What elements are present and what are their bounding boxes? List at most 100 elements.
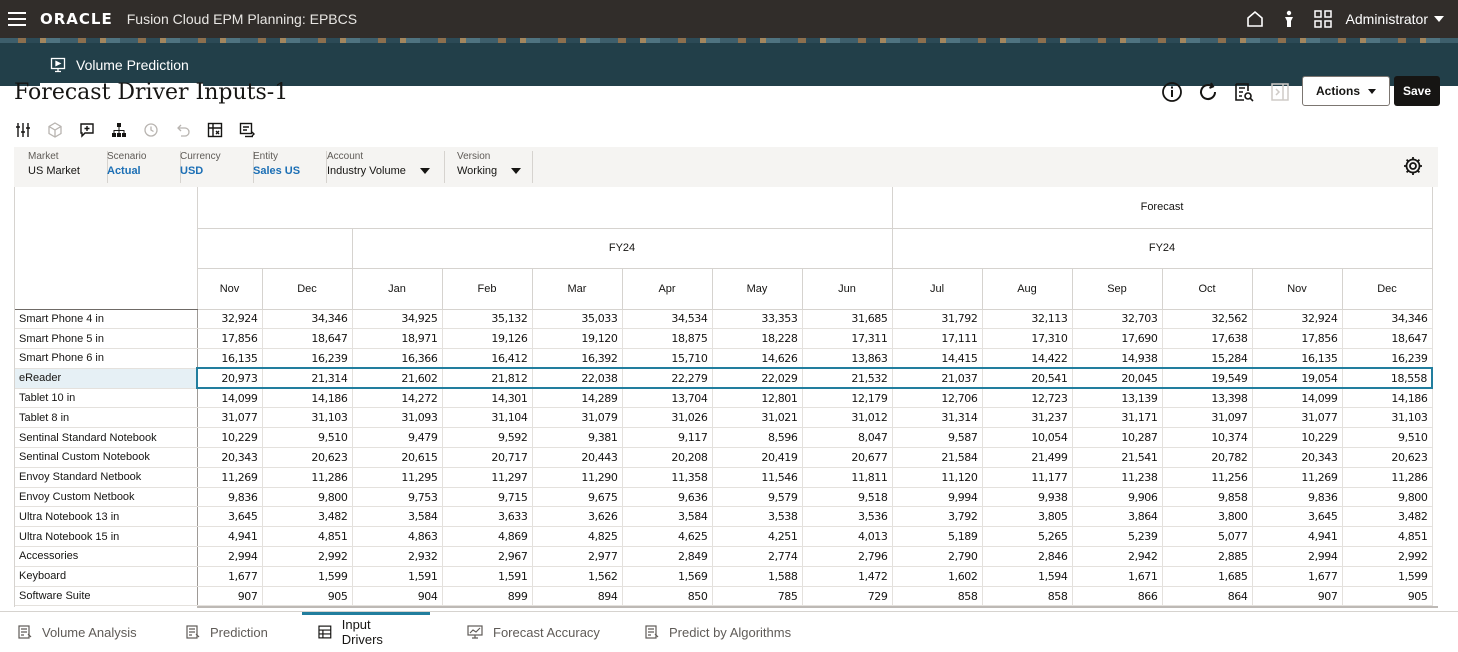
data-cell[interactable]: 894: [532, 586, 623, 607]
pov-market[interactable]: Market US Market: [28, 151, 108, 183]
data-cell[interactable]: 32,924: [197, 309, 263, 330]
data-cell[interactable]: 11,120: [892, 467, 983, 488]
pov-scenario[interactable]: Scenario Actual: [107, 151, 181, 183]
actions-button[interactable]: Actions: [1302, 76, 1390, 106]
data-cell[interactable]: 2,790: [892, 546, 983, 567]
data-cell[interactable]: 9,800: [1342, 487, 1433, 508]
data-cell[interactable]: 14,099: [197, 388, 263, 409]
pov-version[interactable]: Version Working: [457, 151, 533, 183]
data-cell[interactable]: 18,875: [622, 328, 713, 350]
data-cell[interactable]: 19,549: [1162, 367, 1253, 390]
data-cell[interactable]: 11,238: [1072, 467, 1163, 488]
data-cell[interactable]: 899: [442, 586, 533, 607]
data-cell[interactable]: 9,938: [982, 487, 1073, 508]
data-cell[interactable]: 20,419: [712, 447, 803, 468]
data-cell[interactable]: 17,638: [1162, 328, 1253, 350]
data-cell[interactable]: 21,037: [892, 367, 983, 390]
data-cell[interactable]: 14,415: [892, 348, 983, 369]
data-cell[interactable]: 2,994: [1252, 546, 1343, 567]
data-cell[interactable]: 18,558: [1342, 367, 1433, 390]
data-cell[interactable]: 31,171: [1072, 407, 1163, 429]
data-cell[interactable]: 12,723: [982, 388, 1073, 409]
data-cell[interactable]: 10,229: [197, 427, 263, 449]
row-member-label[interactable]: Sentinal Standard Notebook: [15, 427, 198, 449]
data-cell[interactable]: 4,013: [802, 526, 893, 548]
data-cell[interactable]: 850: [622, 586, 713, 607]
data-cell[interactable]: 2,967: [442, 546, 533, 567]
grid-apps-icon[interactable]: [1312, 8, 1334, 30]
data-cell[interactable]: 34,346: [1342, 309, 1433, 330]
data-cell[interactable]: 14,422: [982, 348, 1073, 369]
data-cell[interactable]: 1,602: [892, 566, 983, 587]
data-cell[interactable]: 1,594: [982, 566, 1073, 587]
info-icon[interactable]: [1160, 80, 1184, 104]
pov-account[interactable]: Account Industry Volume: [327, 151, 445, 183]
data-cell[interactable]: 14,289: [532, 388, 623, 409]
data-cell[interactable]: 12,706: [892, 388, 983, 409]
data-cell[interactable]: 866: [1072, 586, 1163, 607]
data-cell[interactable]: 907: [1252, 586, 1343, 607]
data-cell[interactable]: 2,796: [802, 546, 893, 567]
data-cell[interactable]: 31,103: [1342, 407, 1433, 429]
data-cell[interactable]: 2,846: [982, 546, 1073, 567]
data-cell[interactable]: 16,239: [262, 348, 353, 369]
data-cell[interactable]: 13,139: [1072, 388, 1163, 409]
navigator-person-icon[interactable]: [1278, 8, 1300, 30]
pov-dropdown[interactable]: Working: [457, 165, 522, 177]
data-cell[interactable]: 32,703: [1072, 309, 1163, 330]
data-cell[interactable]: 11,358: [622, 467, 713, 488]
data-cell[interactable]: 4,941: [197, 526, 263, 548]
data-cell[interactable]: 16,239: [1342, 348, 1433, 369]
data-cell[interactable]: 1,677: [1252, 566, 1343, 587]
hierarchy-icon[interactable]: [110, 121, 128, 139]
data-cell[interactable]: 14,186: [1342, 388, 1433, 409]
data-cell[interactable]: 858: [892, 586, 983, 607]
comment-icon[interactable]: [78, 121, 96, 139]
data-cell[interactable]: 13,863: [802, 348, 893, 369]
data-cell[interactable]: 21,602: [352, 367, 443, 390]
data-cell[interactable]: 32,562: [1162, 309, 1253, 330]
data-cell[interactable]: 9,753: [352, 487, 443, 508]
data-cell[interactable]: 20,343: [1252, 447, 1343, 468]
data-cell[interactable]: 22,029: [712, 367, 803, 390]
data-cell[interactable]: 11,256: [1162, 467, 1253, 488]
data-cell[interactable]: 4,625: [622, 526, 713, 548]
data-cell[interactable]: 16,135: [1252, 348, 1343, 369]
data-cell[interactable]: 2,774: [712, 546, 803, 567]
data-cell[interactable]: 905: [1342, 586, 1433, 607]
data-cell[interactable]: 5,189: [892, 526, 983, 548]
data-cell[interactable]: 11,297: [442, 467, 533, 488]
data-cell[interactable]: 20,677: [802, 447, 893, 468]
data-cell[interactable]: 31,093: [352, 407, 443, 429]
data-cell[interactable]: 10,054: [982, 427, 1073, 449]
data-cell[interactable]: 9,836: [197, 487, 263, 508]
data-cell[interactable]: 3,864: [1072, 506, 1163, 528]
data-cell[interactable]: 3,584: [622, 506, 713, 528]
data-cell[interactable]: 4,863: [352, 526, 443, 548]
data-cell[interactable]: 905: [262, 586, 353, 607]
data-cell[interactable]: 17,856: [1252, 328, 1343, 350]
data-cell[interactable]: 1,677: [197, 566, 263, 587]
data-cell[interactable]: 16,135: [197, 348, 263, 369]
data-cell[interactable]: 4,851: [1342, 526, 1433, 548]
data-cell[interactable]: 31,012: [802, 407, 893, 429]
row-member-label[interactable]: Smart Phone 6 in: [15, 348, 198, 369]
data-cell[interactable]: 20,208: [622, 447, 713, 468]
data-cell[interactable]: 1,472: [802, 566, 893, 587]
data-cell[interactable]: 17,690: [1072, 328, 1163, 350]
data-cell[interactable]: 17,311: [802, 328, 893, 350]
data-cell[interactable]: 1,599: [262, 566, 353, 587]
user-menu[interactable]: Administrator: [1346, 11, 1444, 27]
data-cell[interactable]: 11,290: [532, 467, 623, 488]
data-cell[interactable]: 34,925: [352, 309, 443, 330]
row-member-label[interactable]: Keyboard: [15, 566, 198, 587]
data-cell[interactable]: 31,097: [1162, 407, 1253, 429]
refresh-icon[interactable]: [1196, 80, 1220, 104]
data-cell[interactable]: 3,536: [802, 506, 893, 528]
data-cell[interactable]: 31,077: [1252, 407, 1343, 429]
format-icon[interactable]: [238, 121, 256, 139]
data-cell[interactable]: 11,811: [802, 467, 893, 488]
data-cell[interactable]: 11,286: [1342, 467, 1433, 488]
data-cell[interactable]: 20,045: [1072, 367, 1163, 390]
data-cell[interactable]: 3,792: [892, 506, 983, 528]
